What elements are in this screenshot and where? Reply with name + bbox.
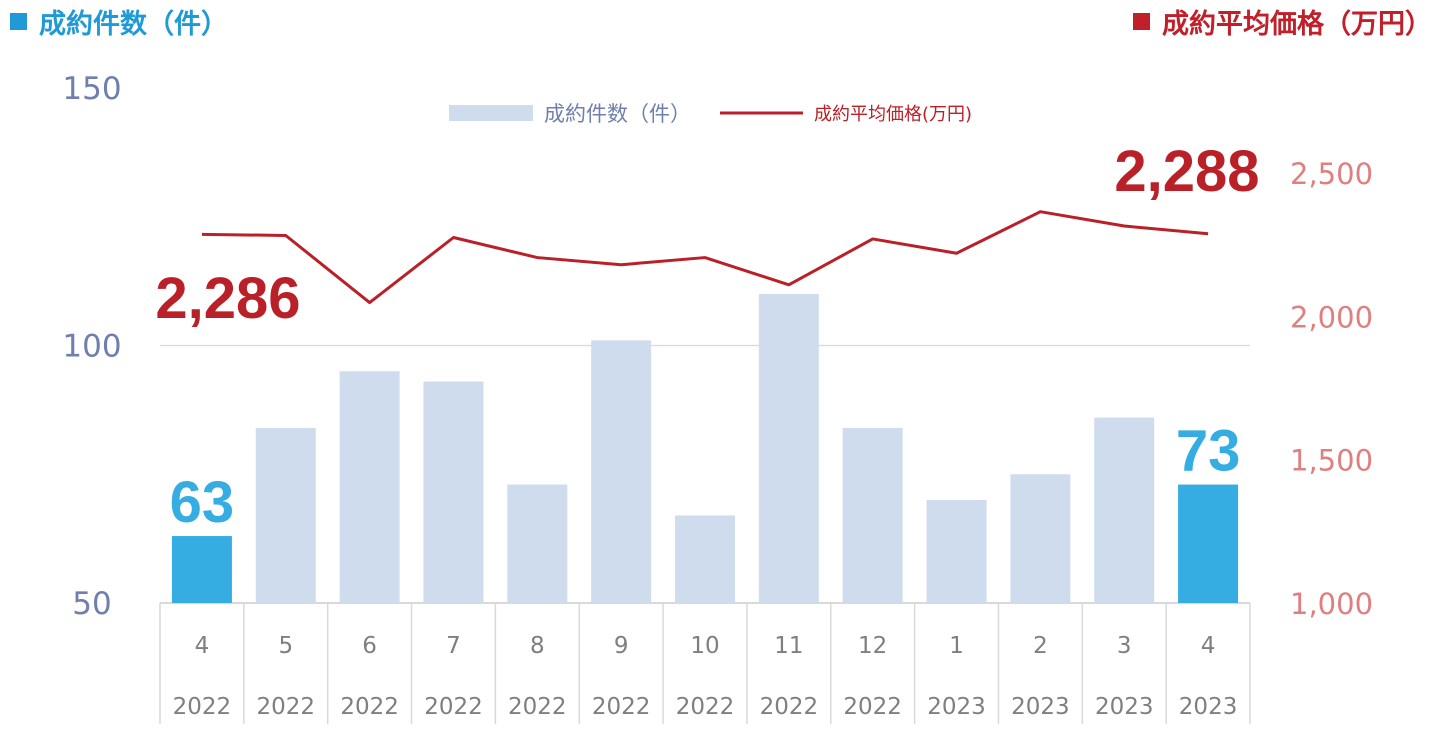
bar [1010,474,1071,603]
bar [591,340,652,603]
right-axis-title-text: 成約平均価格（万円） [1162,9,1432,40]
price-line [201,210,1209,305]
bar [507,484,568,603]
year-label: 2022 [256,694,315,720]
bar [1178,484,1239,603]
bar-series [171,294,1239,603]
year-label: 2023 [1095,694,1154,720]
bar [171,536,232,603]
category-axis: 4 2022 5 2022 6 2022 7 2022 8 2022 9 2022 10 2022 11 20… [159,603,1251,724]
year-label: 2022 [760,694,819,720]
bar [842,427,903,603]
first-line-data-label: 2,286 [155,266,300,331]
year-label: 2022 [173,694,232,720]
right-axis: 1,000 1,500 2,000 2,500 [1290,157,1373,621]
line-series [201,210,1209,305]
year-label: 2023 [927,694,986,720]
left-tick-label: 150 [62,71,121,107]
month-label: 2 [1033,633,1048,659]
legend-bar-swatch [449,105,533,121]
last-line-data-label: 2,288 [1114,139,1259,204]
bar [255,427,316,603]
year-label: 2022 [424,694,483,720]
bar-series-marker-icon [10,13,27,30]
last-bar-data-label: 73 [1176,419,1241,484]
left-axis-title: 成約件数（件） [10,2,228,41]
legend-bar-label: 成約件数（件） [544,102,691,126]
month-label: 10 [690,633,719,659]
left-axis-title-text: 成約件数（件） [39,9,228,40]
month-label: 3 [1117,633,1132,659]
legend: 成約件数（件） 成約平均価格(万円) [449,102,972,126]
left-axis: 50 100 150 [62,71,121,622]
month-label: 12 [858,633,887,659]
legend-line-label: 成約平均価格(万円) [814,104,972,125]
bar [926,500,987,603]
month-label: 1 [949,633,964,659]
left-tick-label: 100 [62,329,121,365]
year-label: 2023 [1011,694,1070,720]
month-label: 4 [1201,633,1216,659]
bar [423,381,484,603]
year-label: 2023 [1179,694,1238,720]
right-tick-label: 2,000 [1290,300,1373,334]
right-tick-label: 1,500 [1290,444,1373,478]
line-series-marker-icon [1133,13,1150,30]
year-label: 2022 [508,694,567,720]
right-tick-label: 2,500 [1290,157,1373,191]
bar [1094,417,1155,603]
month-label: 5 [278,633,293,659]
month-label: 8 [530,633,545,659]
month-label: 11 [774,633,803,659]
month-label: 4 [195,633,210,659]
month-label: 9 [614,633,629,659]
bar [758,294,819,603]
year-label: 2022 [340,694,399,720]
month-label: 7 [446,633,461,659]
annotations: 63 73 2,286 2,288 [155,139,1259,535]
month-label: 6 [362,633,377,659]
right-tick-label: 1,000 [1290,587,1373,621]
left-tick-label: 50 [72,586,111,622]
right-axis-title: 成約平均価格（万円） [1133,2,1432,41]
year-label: 2022 [843,694,902,720]
bar [339,371,400,603]
bar [675,515,735,603]
year-label: 2022 [592,694,651,720]
year-label: 2022 [676,694,735,720]
first-bar-data-label: 63 [170,470,235,535]
